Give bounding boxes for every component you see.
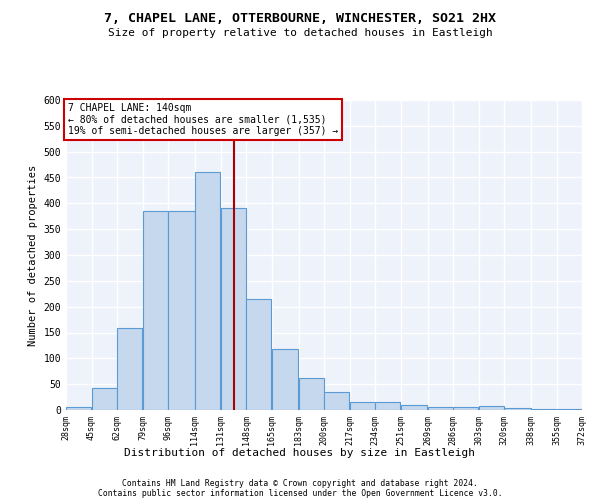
Bar: [195, 172, 220, 410]
Text: Contains public sector information licensed under the Open Government Licence v3: Contains public sector information licen…: [98, 489, 502, 498]
Bar: [350, 402, 375, 410]
Bar: [221, 208, 246, 410]
Bar: [246, 299, 271, 410]
Text: Distribution of detached houses by size in Eastleigh: Distribution of detached houses by size …: [125, 448, 476, 458]
Bar: [272, 349, 298, 410]
Bar: [531, 409, 556, 410]
Y-axis label: Number of detached properties: Number of detached properties: [28, 164, 38, 346]
Bar: [453, 408, 478, 410]
Bar: [299, 378, 324, 410]
Bar: [375, 402, 400, 410]
Bar: [504, 408, 531, 410]
Text: Size of property relative to detached houses in Eastleigh: Size of property relative to detached ho…: [107, 28, 493, 38]
Bar: [143, 211, 168, 410]
Text: 7 CHAPEL LANE: 140sqm
← 80% of detached houses are smaller (1,535)
19% of semi-d: 7 CHAPEL LANE: 140sqm ← 80% of detached …: [67, 102, 338, 136]
Text: Contains HM Land Registry data © Crown copyright and database right 2024.: Contains HM Land Registry data © Crown c…: [122, 480, 478, 488]
Bar: [117, 328, 142, 410]
Bar: [92, 388, 117, 410]
Bar: [168, 211, 195, 410]
Bar: [401, 405, 427, 410]
Bar: [66, 408, 91, 410]
Bar: [428, 408, 453, 410]
Bar: [479, 406, 504, 410]
Text: 7, CHAPEL LANE, OTTERBOURNE, WINCHESTER, SO21 2HX: 7, CHAPEL LANE, OTTERBOURNE, WINCHESTER,…: [104, 12, 496, 26]
Bar: [324, 392, 349, 410]
